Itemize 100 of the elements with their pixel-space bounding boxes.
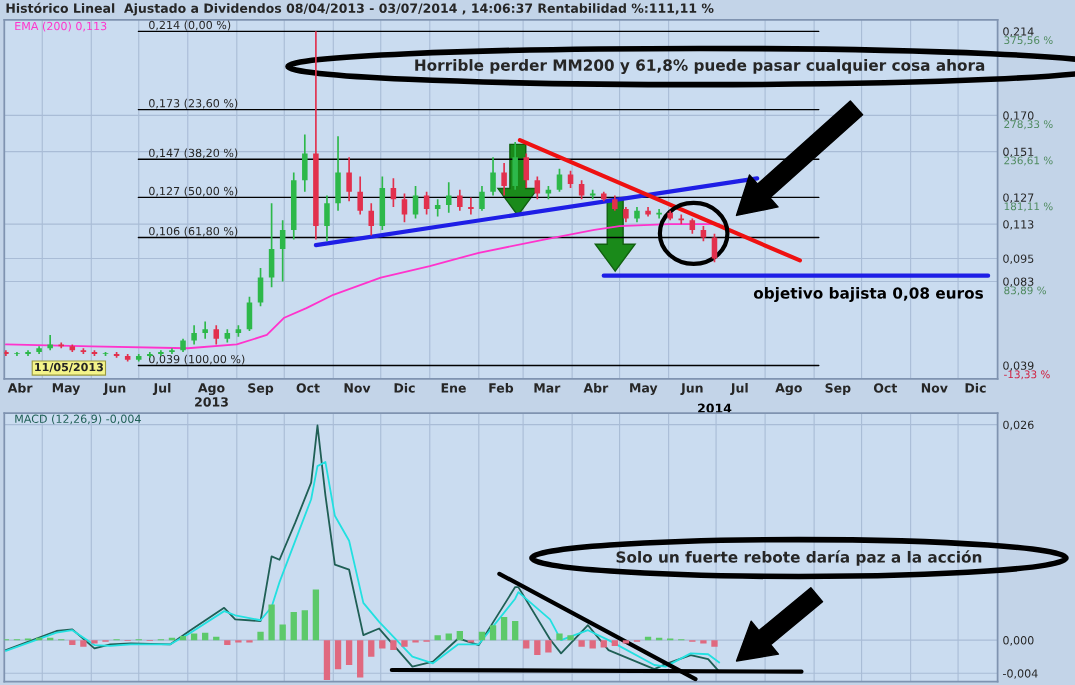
candlestick [445,181,452,214]
x-tick-label: Dic [965,382,986,393]
bar [268,604,275,641]
bar [534,640,541,656]
bar [589,640,596,649]
text: 236,61 % [1004,156,1053,166]
text: MACD (12,26,9) -0,004 [15,414,141,425]
candlestick [479,185,485,212]
chart-title: Histórico Lineal Ajustado a Dividendos 08/04/2013 - 03/07/2014 , 14:06:37 Rentabilidad %:111,11 % [6,2,714,16]
candlestick [202,320,208,340]
bar [512,621,519,641]
x-tick-label: Nov [344,383,371,393]
annotation: Horrible perder MM200 y 61,8% puede pasar cualquier cosa ahora [415,59,985,74]
bar [235,640,242,643]
x-tick-label: Ene [441,383,466,393]
ref-line-label: 0,127 (50,00 %) [149,186,238,197]
bar [323,640,331,680]
x-tick-label: Feb [489,382,514,393]
x-tick-label: Oct [873,383,898,393]
y-tick-label: 0,151 [1003,147,1034,158]
y-tick-label: -0,004 [1003,669,1038,679]
x-tick-label: Abr [7,382,33,393]
bar [600,640,607,648]
bar [567,635,574,641]
text: EMA (200) 0,113 [15,21,107,32]
bar [179,635,187,641]
line-series [4,223,721,350]
candlestick [490,156,496,197]
ref-line-label: 0,039 (100,00 %) [149,354,245,365]
bar [357,640,364,678]
bar [478,631,486,641]
annotation: objetivo bajista 0,08 euros [753,287,983,302]
candlestick [346,156,352,203]
candlestick [401,192,408,224]
ref-line-label: 0,173 (23,60 %) [149,98,238,109]
bar [700,640,707,644]
bar [334,640,342,670]
bar [312,589,320,641]
x-tick-label: Jul [730,382,748,395]
y-tick-label: 0,000 [1003,636,1034,646]
annotation: 11/05/2013 [35,362,103,373]
bar [390,640,397,651]
candlestick [357,175,363,216]
text: -13,33 % [1004,370,1050,380]
candlestick [434,198,441,218]
bar [379,640,386,649]
bar [401,640,408,647]
ref-line-label: 0,214 (0,00 %) [149,20,231,31]
candlestick [468,196,474,216]
text: 278,33 % [1004,120,1053,130]
bar [224,640,231,646]
x-tick-label: Jun [680,383,703,395]
bar [467,640,475,643]
bar [434,635,441,641]
candlestick [523,152,530,189]
bar [545,640,552,653]
candlestick [578,179,585,201]
bar [80,640,87,647]
text: 375,56 % [1004,36,1053,46]
bar [301,610,308,641]
candlestick [213,324,220,346]
bar [246,640,253,643]
candlestick [534,175,541,201]
x-tick-label: Ago 2013 [195,383,228,407]
y-tick-label: 0,113 [1003,220,1034,230]
ref-line-label: 0,106 (61,80 %) [149,226,238,237]
candlestick [324,194,330,243]
x-tick-label: Sep [825,383,851,396]
bar [523,640,530,649]
y-tick-label: 0,127 [1003,193,1034,203]
x-tick-label: Oct [296,383,320,393]
candlestick [368,202,375,237]
bar [345,640,353,665]
x-tick-label: Sep [248,383,274,396]
bar [257,631,264,641]
candlestick [191,324,197,346]
x-tick-label: Ago [775,383,802,396]
text: 2014 [698,403,732,413]
bar [711,640,718,647]
y-tick-label: 0,214 [1003,27,1034,37]
y-tick-label: 0,170 [1003,111,1034,121]
bar [91,640,98,644]
annotation: Solo un fuerte rebote daría paz a la acción [616,550,982,566]
candlestick [711,232,718,264]
y-tick-label: 0,039 [1003,361,1034,371]
y-tick-label: 0,026 [1003,420,1034,431]
candlestick [14,351,20,357]
bar [556,633,563,641]
x-tick-label: Mar [534,383,561,393]
bar [456,631,463,641]
bar [279,624,286,641]
bar [290,611,297,641]
text: 83,89 % [1004,286,1047,296]
bar [578,640,585,647]
candlestick [457,188,463,212]
x-tick-label: May [630,383,658,396]
bar [489,625,497,641]
y-tick-label: 0,083 [1003,277,1034,287]
x-tick-label: Jun [103,383,126,395]
bar [412,640,419,643]
